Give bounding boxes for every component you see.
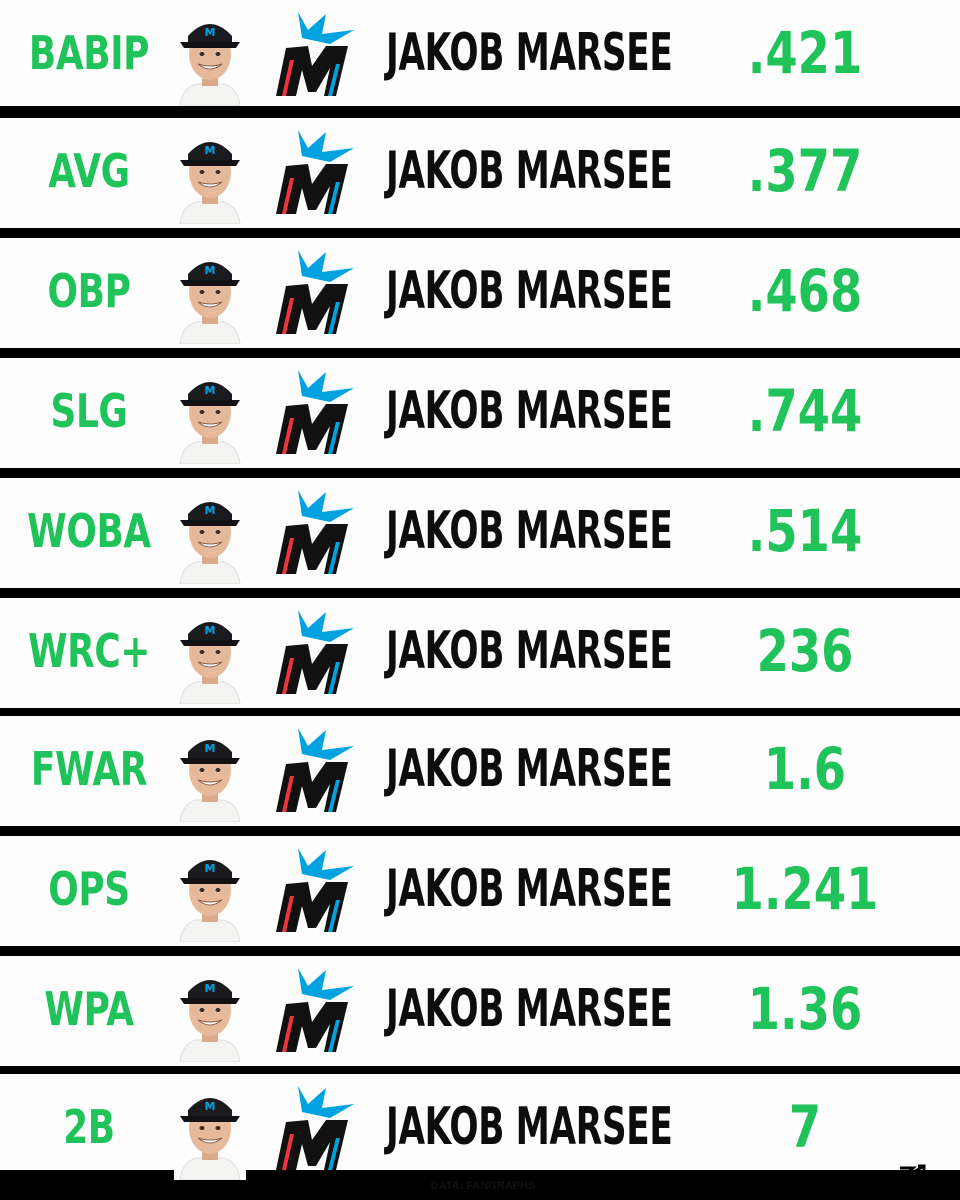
stat-value: 1.6 xyxy=(763,735,847,803)
player-headshot: M xyxy=(174,604,246,704)
player-headshot: M xyxy=(174,842,246,942)
stat-value: 1.36 xyxy=(747,975,863,1043)
stat-value: .377 xyxy=(747,137,863,205)
stat-value: .744 xyxy=(747,377,863,445)
stat-row-avg: AVG M JAKOB MARSEE .377 xyxy=(0,118,960,228)
svg-text:M: M xyxy=(205,624,216,637)
stat-label: WOBA xyxy=(27,504,151,558)
stat-label: AVG xyxy=(48,144,130,198)
svg-text:M: M xyxy=(205,144,216,157)
marlins-logo-icon xyxy=(276,12,354,96)
stat-row-wpa: WPA M JAKOB MARSEE 1.36 xyxy=(0,956,960,1066)
player-headshot: M xyxy=(174,484,246,584)
player-name: JAKOB MARSEE xyxy=(386,739,673,799)
marlins-logo-icon xyxy=(276,610,354,694)
player-headshot: M xyxy=(174,364,246,464)
stat-row-ops: OPS M JAKOB MARSEE 1.241 xyxy=(0,836,960,946)
stat-label: OPS xyxy=(48,862,130,916)
player-name: JAKOB MARSEE xyxy=(386,501,673,561)
player-headshot: M xyxy=(174,244,246,344)
player-headshot: M xyxy=(174,124,246,224)
stat-row-babip: BABIP M JAKOB MARSEE .421 xyxy=(0,0,960,106)
player-name: JAKOB MARSEE xyxy=(386,979,673,1039)
player-name: JAKOB MARSEE xyxy=(386,141,673,201)
player-name: JAKOB MARSEE xyxy=(386,261,673,321)
marlins-logo-icon xyxy=(276,130,354,214)
stat-value: 7 xyxy=(788,1093,822,1161)
marlins-logo-icon xyxy=(276,490,354,574)
stat-label: WRC+ xyxy=(27,624,151,678)
player-headshot: M xyxy=(174,1080,246,1180)
player-headshot: M xyxy=(174,6,246,106)
svg-text:M: M xyxy=(205,264,216,277)
marlins-logo-icon xyxy=(276,848,354,932)
stat-row-2b: 2B M JAKOB MARSEE 7 xyxy=(0,1074,960,1180)
player-name: JAKOB MARSEE xyxy=(386,381,673,441)
marlins-logo-icon xyxy=(276,250,354,334)
stat-row-wrc: WRC+ M JAKOB MARSEE 236 xyxy=(0,598,960,708)
player-headshot: M xyxy=(174,962,246,1062)
stat-value: .468 xyxy=(747,257,863,325)
svg-text:M: M xyxy=(205,982,216,995)
player-name: JAKOB MARSEE xyxy=(386,1097,673,1157)
player-name: JAKOB MARSEE xyxy=(386,23,673,83)
svg-text:M: M xyxy=(205,1100,216,1113)
stat-label: SLG xyxy=(50,384,128,438)
stat-value: .421 xyxy=(747,19,863,87)
brand-logo-icon xyxy=(900,1164,926,1194)
svg-text:M: M xyxy=(205,862,216,875)
data-source-label: DATA: FANGRAPHS xyxy=(430,1180,536,1192)
player-name: JAKOB MARSEE xyxy=(386,621,673,681)
marlins-logo-icon xyxy=(276,370,354,454)
stat-value: .514 xyxy=(747,497,863,565)
stat-row-woba: WOBA M JAKOB MARSEE .514 xyxy=(0,478,960,588)
stat-label: WPA xyxy=(44,982,134,1036)
svg-text:M: M xyxy=(205,742,216,755)
stat-row-slg: SLG M JAKOB MARSEE .744 xyxy=(0,358,960,468)
stat-row-obp: OBP M JAKOB MARSEE .468 xyxy=(0,238,960,348)
stat-label: BABIP xyxy=(28,26,150,80)
svg-text:M: M xyxy=(205,384,216,397)
marlins-logo-icon xyxy=(276,1086,354,1170)
stat-value: 1.241 xyxy=(731,855,879,923)
marlins-logo-icon xyxy=(276,968,354,1052)
stat-value: 236 xyxy=(756,617,854,685)
stat-row-fwar: FWAR M JAKOB MARSEE 1.6 xyxy=(0,716,960,826)
svg-text:M: M xyxy=(205,504,216,517)
player-headshot: M xyxy=(174,722,246,822)
stat-label: 2B xyxy=(63,1100,115,1154)
stat-label: FWAR xyxy=(30,742,148,796)
stat-label: OBP xyxy=(47,264,131,318)
player-name: JAKOB MARSEE xyxy=(386,859,673,919)
svg-text:M: M xyxy=(205,26,216,39)
marlins-logo-icon xyxy=(276,728,354,812)
